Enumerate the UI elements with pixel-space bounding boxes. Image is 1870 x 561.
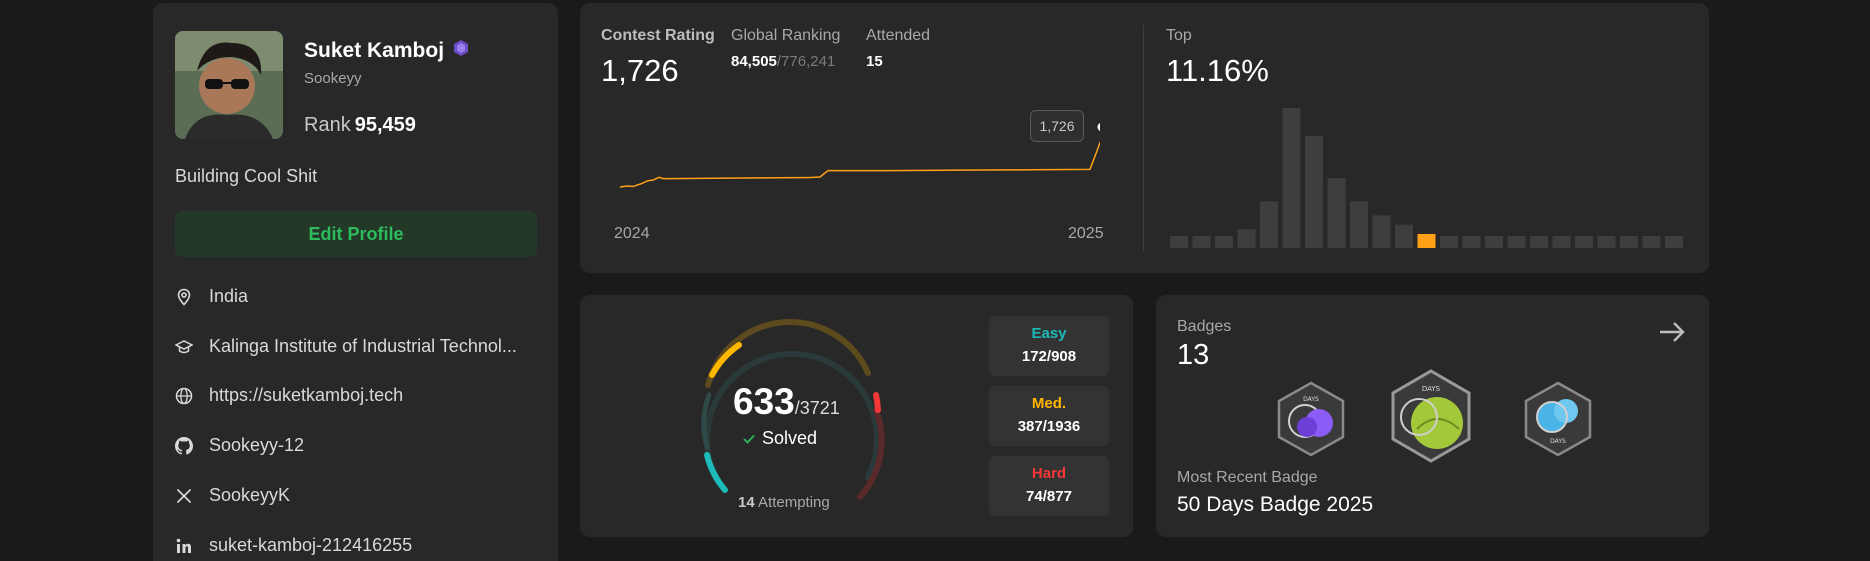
- hard-stat-box[interactable]: Hard 74/877: [989, 456, 1109, 516]
- badges-label: Badges: [1177, 318, 1232, 335]
- year-end-label: 2025: [1068, 225, 1104, 242]
- distribution-bar: [1305, 136, 1323, 248]
- distribution-bar: [1575, 236, 1593, 248]
- distribution-bar: [1282, 108, 1301, 248]
- distribution-bar: [1642, 236, 1661, 248]
- distribution-bar: [1597, 236, 1616, 248]
- svg-text:DAYS: DAYS: [1422, 385, 1441, 393]
- website-link[interactable]: https://suketkamboj.tech: [209, 385, 404, 405]
- distribution-bar: [1170, 236, 1188, 248]
- svg-text:DAYS: DAYS: [1303, 396, 1319, 403]
- distribution-bar: [1530, 236, 1548, 248]
- badges-card: Badges 13 DAYS DAYS DAYS Most Rec: [1156, 295, 1709, 537]
- school-row: Kalinga Institute of Industrial Technol.…: [175, 336, 545, 357]
- check-icon: [743, 434, 755, 444]
- verified-badge-icon: [452, 39, 470, 63]
- ring-track: [704, 350, 880, 480]
- badge-100-days[interactable]: DAYS: [1275, 381, 1347, 462]
- distribution-bar-current: [1417, 234, 1436, 248]
- easy-stat-box[interactable]: Easy 172/908: [989, 316, 1109, 376]
- top-percent-value: 11.16%: [1166, 53, 1269, 88]
- github-row[interactable]: Sookeyy-12: [175, 435, 545, 456]
- graduation-cap-icon: [175, 339, 193, 353]
- contest-rating-label: Contest Rating: [601, 27, 715, 44]
- attempting-label: 14 Attempting: [738, 494, 830, 511]
- solved-problems-card: 633/3721 Solved 14 Attempting Easy 172/9…: [580, 295, 1133, 537]
- profile-name: Suket Kamboj: [304, 39, 470, 63]
- easy-value: 172/908: [1021, 348, 1077, 365]
- arrow-right-icon[interactable]: [1657, 317, 1687, 352]
- current-rating-point[interactable]: [1097, 122, 1101, 132]
- easy-track: [701, 392, 712, 450]
- location-pin-icon: [177, 288, 191, 306]
- contest-rating-value: 1,726: [601, 53, 679, 88]
- recent-badge-label: Most Recent Badge: [1177, 469, 1318, 486]
- distribution-bar: [1395, 224, 1413, 248]
- distribution-bar: [1372, 215, 1391, 248]
- solved-progress-ring[interactable]: [682, 315, 922, 515]
- rating-line: [619, 140, 1100, 188]
- website-row[interactable]: https://suketkamboj.tech: [175, 385, 545, 406]
- profile-username: Sookeyy: [304, 70, 362, 87]
- x-twitter-icon: [176, 488, 192, 503]
- badge-50-days-2025[interactable]: DAYS: [1389, 369, 1473, 468]
- distribution-bar: [1440, 236, 1458, 248]
- distribution-bar: [1552, 236, 1571, 248]
- globe-icon: [175, 387, 193, 404]
- hard-track: [857, 407, 885, 500]
- medium-arc: [709, 342, 742, 378]
- twitter-link[interactable]: SookeyyK: [209, 485, 291, 505]
- hard-value: 74/877: [1026, 488, 1072, 505]
- recent-badge-name: 50 Days Badge 2025: [1177, 493, 1374, 516]
- twitter-row[interactable]: SookeyyK: [175, 485, 545, 506]
- global-ranking-label: Global Ranking: [731, 27, 841, 44]
- divider: [1143, 25, 1144, 251]
- rating-history-chart[interactable]: [580, 103, 1100, 213]
- profile-card: Suket Kamboj Sookeyy Rank 95,459 Building…: [153, 3, 558, 561]
- medium-label: Med.: [1031, 395, 1067, 412]
- solved-label: Solved: [742, 428, 817, 449]
- distribution-bar: [1237, 229, 1256, 248]
- github-link[interactable]: Sookeyy-12: [209, 435, 305, 455]
- medium-stat-box[interactable]: Med. 387/1936: [989, 386, 1109, 446]
- distribution-bar: [1665, 236, 1683, 248]
- linkedin-link[interactable]: suket-kamboj-212416255: [209, 535, 413, 555]
- hard-arc: [873, 392, 881, 413]
- solved-count: 633/3721: [733, 381, 840, 422]
- medium-value: 387/1936: [1017, 418, 1081, 435]
- attended-label: Attended: [866, 27, 931, 44]
- contest-rating-card: Contest Rating 1,726 Global Ranking 84,5…: [580, 3, 1709, 273]
- badge-days[interactable]: DAYS: [1522, 381, 1594, 462]
- easy-arc: [704, 452, 728, 493]
- distribution-bar: [1215, 236, 1233, 248]
- svg-text:DAYS: DAYS: [1550, 438, 1566, 445]
- profile-bio: Building Cool Shit: [175, 166, 318, 186]
- top-label: Top: [1166, 27, 1192, 44]
- year-start-label: 2024: [614, 225, 650, 242]
- global-ranking-value: 84,505/776,241: [731, 53, 836, 70]
- distribution-bar: [1192, 236, 1211, 248]
- profile-rank: Rank 95,459: [304, 114, 416, 136]
- distribution-bar: [1507, 236, 1526, 248]
- avatar[interactable]: [175, 31, 283, 139]
- distribution-bar: [1620, 236, 1638, 248]
- attended-value: 15: [866, 53, 883, 70]
- distribution-bar: [1350, 201, 1368, 248]
- distribution-bar: [1462, 236, 1481, 248]
- github-icon: [175, 436, 193, 455]
- distribution-bar: [1260, 201, 1278, 248]
- location-row: India: [175, 286, 545, 307]
- easy-label: Easy: [1031, 325, 1067, 342]
- distribution-bar: [1327, 178, 1346, 248]
- linkedin-row[interactable]: suket-kamboj-212416255: [175, 535, 545, 556]
- rating-tooltip: 1,726: [1030, 110, 1084, 142]
- distribution-bar: [1485, 236, 1503, 248]
- rating-distribution-chart[interactable]: [1170, 93, 1690, 253]
- hard-label: Hard: [1031, 465, 1067, 482]
- edit-profile-button[interactable]: Edit Profile: [175, 211, 537, 257]
- linkedin-icon: [176, 538, 191, 553]
- badges-count: 13: [1177, 339, 1210, 371]
